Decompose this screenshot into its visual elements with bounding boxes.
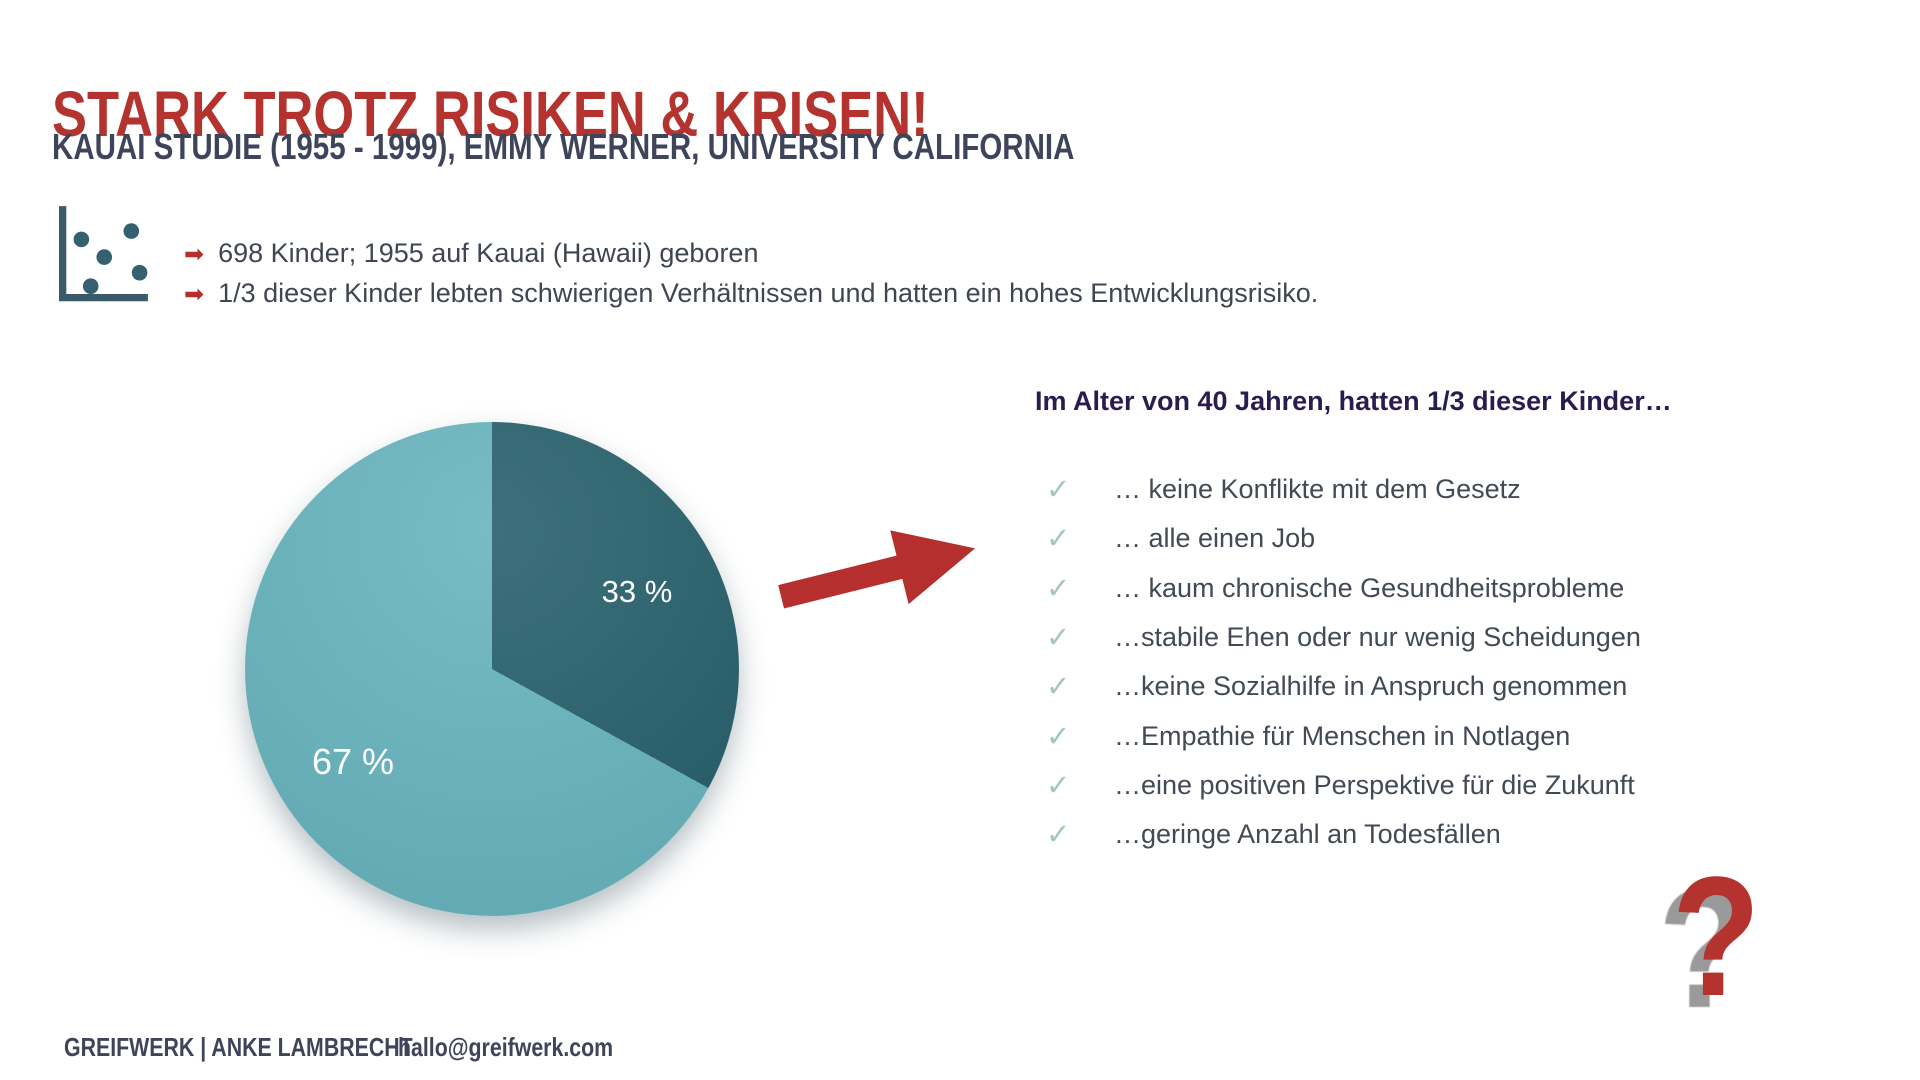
scatter-plot-icon	[46, 203, 150, 312]
page-subtitle-text: KAUAI STUDIE (1955 - 1999), EMMY WERNER,…	[52, 126, 1075, 167]
check-icon: ✓	[1046, 769, 1071, 802]
page-title: STARK TROTZ RISIKEN & KRISEN!	[52, 77, 1121, 151]
list-item-text: …geringe Anzahl an Todesfällen	[1114, 819, 1501, 850]
list-item-text: … kaum chronische Gesundheitsprobleme	[1114, 572, 1625, 603]
check-icon: ✓	[1046, 622, 1071, 655]
list-item: ✓ …Empathie für Menschen in Notlagen	[1046, 711, 1641, 760]
footer-brand-text: GREIFWERK | ANKE LAMBRECHT	[64, 1032, 413, 1062]
pie-slice-label-67: 67 %	[311, 741, 395, 782]
outcomes-checklist: ✓ … keine Konflikte mit dem Gesetz ✓ … all…	[1046, 465, 1641, 859]
list-item-text: …eine positiven Perspektive für die Zuku…	[1114, 769, 1635, 800]
intro-bullet-list: ➡ 698 Kinder; 1955 auf Kauai (Hawaii) ge…	[184, 234, 1318, 314]
page-subtitle: KAUAI STUDIE (1955 - 1999), EMMY WERNER,…	[52, 126, 1299, 168]
check-icon: ✓	[1046, 671, 1071, 704]
list-item: ✓ … kaum chronische Gesundheitsprobleme	[1046, 564, 1641, 613]
list-item-text: … alle einen Job	[1114, 523, 1316, 554]
check-icon: ✓	[1046, 523, 1071, 556]
list-item-text: …stabile Ehen oder nur wenig Scheidungen	[1114, 622, 1641, 653]
list-item-text: …keine Sozialhilfe in Anspruch genommen	[1114, 671, 1628, 702]
list-item: ✓ … keine Konflikte mit dem Gesetz	[1046, 465, 1641, 514]
pointer-arrow-icon	[769, 499, 992, 646]
question-mark-front: ?	[1672, 842, 1761, 1032]
question-mark-shadow: ?	[1658, 854, 1747, 1044]
bullet-arrow-icon: ➡	[184, 241, 205, 268]
list-item-text: …Empathie für Menschen in Notlagen	[1114, 720, 1571, 751]
list-item: ✓ …stabile Ehen oder nur wenig Scheidunge…	[1046, 613, 1641, 662]
check-icon: ✓	[1046, 819, 1071, 852]
pie-slice-label-33: 33 %	[601, 574, 673, 609]
check-icon: ✓	[1046, 474, 1071, 507]
list-heading: Im Alter von 40 Jahren, hatten 1/3 diese…	[1035, 386, 1672, 416]
footer-brand: GREIFWERK | ANKE LAMBRECHT	[64, 1032, 489, 1063]
intro-bullet: ➡ 698 Kinder; 1955 auf Kauai (Hawaii) ge…	[184, 234, 1318, 274]
check-icon: ✓	[1046, 572, 1071, 605]
list-item-text: … keine Konflikte mit dem Gesetz	[1114, 474, 1521, 505]
question-mark-icon: ? ?	[1658, 842, 1812, 1042]
bullet-arrow-icon: ➡	[184, 281, 205, 308]
intro-bullet-text: 698 Kinder; 1955 auf Kauai (Hawaii) gebo…	[218, 238, 759, 268]
footer-email-text: hallo@greifwerk.com	[398, 1032, 614, 1062]
list-item: ✓ …keine Sozialhilfe in Anspruch genommen	[1046, 662, 1641, 711]
intro-bullet: ➡ 1/3 dieser Kinder lebten schwierigen V…	[184, 274, 1318, 314]
page-title-text: STARK TROTZ RISIKEN & KRISEN!	[52, 77, 929, 150]
list-item: ✓ …geringe Anzahl an Todesfällen	[1046, 810, 1641, 859]
pie-chart: 33 % 67 %	[245, 422, 739, 916]
list-item: ✓ … alle einen Job	[1046, 514, 1641, 563]
footer-email: hallo@greifwerk.com	[398, 1032, 660, 1063]
list-item: ✓ …eine positiven Perspektive für die Zuk…	[1046, 761, 1641, 810]
intro-bullet-text: 1/3 dieser Kinder lebten schwierigen Ver…	[218, 278, 1319, 308]
check-icon: ✓	[1046, 720, 1071, 753]
